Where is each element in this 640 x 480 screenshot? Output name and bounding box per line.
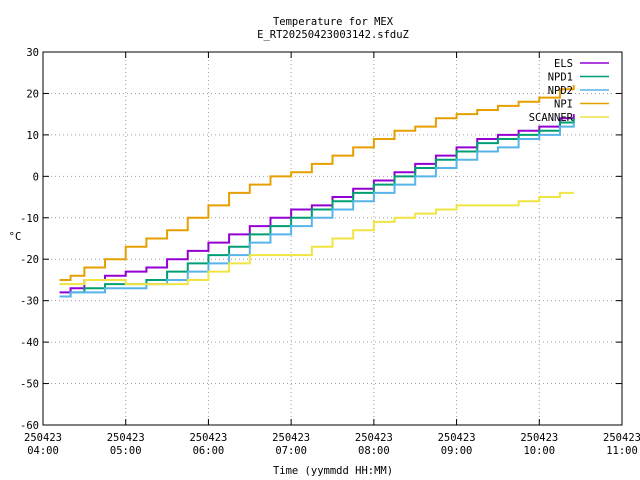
y-tick-label: -10 — [20, 213, 39, 225]
x-tick-label-time: 11:00 — [606, 445, 638, 457]
chart-subtitle: E_RT20250423003142.sfduZ — [257, 29, 409, 41]
grid-lines — [43, 52, 622, 425]
legend-label-scanner: SCANNER — [529, 112, 574, 124]
legend-label-npi: NPI — [554, 99, 573, 111]
x-tick-label-date: 250423 — [107, 432, 145, 444]
series-line-scanner — [59, 191, 574, 286]
chart-title: Temperature for MEX — [273, 16, 394, 28]
y-tick-label: 30 — [26, 47, 39, 59]
y-tick-label: -40 — [20, 337, 39, 349]
y-tick-label: -20 — [20, 254, 39, 266]
legend-label-npd1: NPD1 — [548, 72, 573, 84]
x-tick-label-time: 07:00 — [275, 445, 307, 457]
series-line-els — [59, 114, 575, 294]
x-tick-label-time: 10:00 — [523, 445, 555, 457]
x-tick-label-time: 06:00 — [193, 445, 225, 457]
series-line-npi — [59, 85, 575, 281]
x-tick-label-date: 250423 — [272, 432, 310, 444]
x-tick-label-time: 08:00 — [358, 445, 390, 457]
x-tick-label-date: 250423 — [24, 432, 62, 444]
plot-frame — [42, 51, 623, 426]
y-tick-label: 10 — [26, 130, 39, 142]
x-tick-label-date: 250423 — [438, 432, 476, 444]
x-axis-label: Time (yymmdd HH:MM) — [273, 465, 393, 477]
legend-label-els: ELS — [554, 58, 573, 70]
x-tick-label-date: 250423 — [520, 432, 558, 444]
y-tick-label: -30 — [20, 296, 39, 308]
series-lines — [59, 85, 575, 298]
series-line-npd1 — [59, 118, 575, 298]
x-tick-label-time: 09:00 — [441, 445, 473, 457]
y-tick-label: -50 — [20, 379, 39, 391]
y-tick-label: -60 — [20, 420, 39, 432]
y-tick-label: 0 — [33, 171, 39, 183]
x-tick-label-date: 250423 — [189, 432, 227, 444]
x-tick-label-date: 250423 — [603, 432, 640, 444]
x-tick-label-date: 250423 — [355, 432, 393, 444]
y-tick-label: 20 — [26, 88, 39, 100]
y-axis-ticks: 30 20 10 0 -10 -20 -30 -40 -50 -60 — [20, 47, 622, 432]
x-tick-label-time: 04:00 — [27, 445, 59, 457]
y-axis-label: °C — [9, 231, 22, 243]
legend-label-npd2: NPD2 — [548, 85, 573, 97]
x-tick-label-time: 05:00 — [110, 445, 142, 457]
